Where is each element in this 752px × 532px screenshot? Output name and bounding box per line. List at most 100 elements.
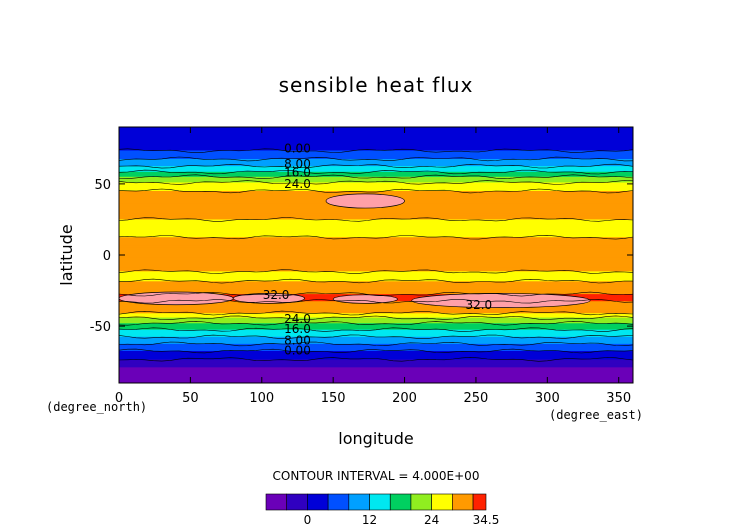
contour-band bbox=[119, 175, 633, 177]
contour-band bbox=[119, 226, 633, 228]
contour-band bbox=[119, 153, 633, 155]
contour-band bbox=[119, 331, 633, 333]
contour-band bbox=[119, 284, 633, 287]
contour-band bbox=[119, 235, 633, 237]
contour-band bbox=[119, 240, 633, 243]
contour-band bbox=[119, 272, 633, 275]
contour-band bbox=[119, 261, 633, 263]
contour-band bbox=[119, 173, 633, 175]
contour-band bbox=[119, 358, 633, 361]
contour-band bbox=[119, 232, 633, 234]
contour-band bbox=[119, 127, 633, 129]
contour-band bbox=[119, 210, 633, 213]
contour-line bbox=[119, 174, 633, 180]
contour-band bbox=[119, 268, 633, 270]
contour-band bbox=[119, 305, 633, 307]
contour-band bbox=[119, 376, 633, 378]
contour-band bbox=[119, 257, 633, 259]
y-axis-label: latitude bbox=[57, 224, 76, 285]
contour-band bbox=[119, 284, 633, 286]
contour-band bbox=[119, 177, 633, 179]
contour-band bbox=[119, 277, 633, 280]
contour-band bbox=[119, 249, 633, 251]
contour-band bbox=[119, 215, 633, 217]
contour-band bbox=[119, 157, 633, 159]
contour-band bbox=[119, 225, 633, 227]
contour-band bbox=[119, 169, 633, 171]
contour-band bbox=[119, 220, 633, 223]
contour-band bbox=[119, 214, 633, 216]
x-tick-label: 300 bbox=[535, 391, 560, 406]
contour-band bbox=[119, 188, 633, 191]
contour-band bbox=[119, 262, 633, 265]
contour-band bbox=[119, 183, 633, 186]
contour-band bbox=[119, 182, 633, 184]
contour-line bbox=[119, 327, 633, 332]
contour-line bbox=[119, 310, 633, 316]
contour-band bbox=[119, 286, 633, 288]
contour-band bbox=[119, 306, 633, 308]
colorbar-swatch bbox=[472, 493, 487, 511]
contour-band bbox=[119, 365, 633, 367]
contour-band bbox=[119, 336, 633, 339]
contour-band bbox=[119, 289, 633, 291]
contour-band bbox=[119, 352, 633, 354]
contour-band bbox=[119, 353, 633, 356]
contour-label: 16.0 bbox=[284, 166, 311, 180]
contour-band bbox=[119, 316, 633, 318]
contour-label: 0.00 bbox=[284, 343, 311, 357]
contour-band bbox=[119, 129, 633, 131]
contour-band bbox=[119, 186, 633, 189]
contour-band bbox=[119, 264, 633, 267]
contour-band bbox=[119, 264, 633, 266]
contour-line bbox=[119, 299, 633, 304]
contour-band bbox=[119, 373, 633, 375]
contour-band bbox=[119, 353, 633, 355]
contour-band bbox=[119, 262, 633, 264]
contour-band bbox=[119, 233, 633, 235]
contour-band bbox=[119, 365, 633, 368]
contour-band bbox=[119, 324, 633, 326]
contour-band bbox=[119, 141, 633, 143]
contour-band bbox=[119, 216, 633, 218]
contour-band bbox=[119, 311, 633, 313]
contour-band bbox=[119, 374, 633, 376]
contour-band bbox=[119, 228, 633, 230]
contour-band bbox=[119, 367, 633, 369]
contour-band bbox=[119, 292, 633, 294]
contour-band bbox=[119, 213, 633, 216]
contour-band bbox=[119, 181, 633, 184]
contour-band bbox=[119, 328, 633, 330]
contour-band bbox=[119, 192, 633, 194]
contour-band bbox=[119, 291, 633, 293]
contour-label: 0.00 bbox=[284, 141, 311, 155]
contour-band bbox=[119, 136, 633, 138]
contour-band bbox=[119, 155, 633, 157]
x-tick-label: 200 bbox=[392, 391, 417, 406]
maxima-patch bbox=[232, 293, 305, 304]
x-tick-label: 250 bbox=[464, 391, 489, 406]
contour-band bbox=[119, 287, 633, 289]
contour-band bbox=[119, 257, 633, 260]
contour-band bbox=[119, 139, 633, 142]
contour-band bbox=[119, 156, 633, 159]
contour-band bbox=[119, 144, 633, 147]
contour-band bbox=[119, 378, 633, 380]
contour-band bbox=[119, 272, 633, 274]
contour-band bbox=[119, 242, 633, 244]
contour-lines bbox=[119, 148, 633, 362]
contour-band bbox=[119, 350, 633, 352]
contour-band bbox=[119, 179, 633, 181]
contour-band bbox=[119, 154, 633, 156]
contour-line bbox=[119, 315, 633, 321]
contour-band bbox=[119, 166, 633, 168]
contour-band bbox=[119, 279, 633, 282]
contour-band bbox=[119, 213, 633, 215]
colorbar-swatch bbox=[369, 493, 391, 511]
contour-band bbox=[119, 372, 633, 374]
contour-band bbox=[119, 134, 633, 136]
contour-band bbox=[119, 211, 633, 213]
contour-band bbox=[119, 340, 633, 342]
contour-band bbox=[119, 346, 633, 348]
